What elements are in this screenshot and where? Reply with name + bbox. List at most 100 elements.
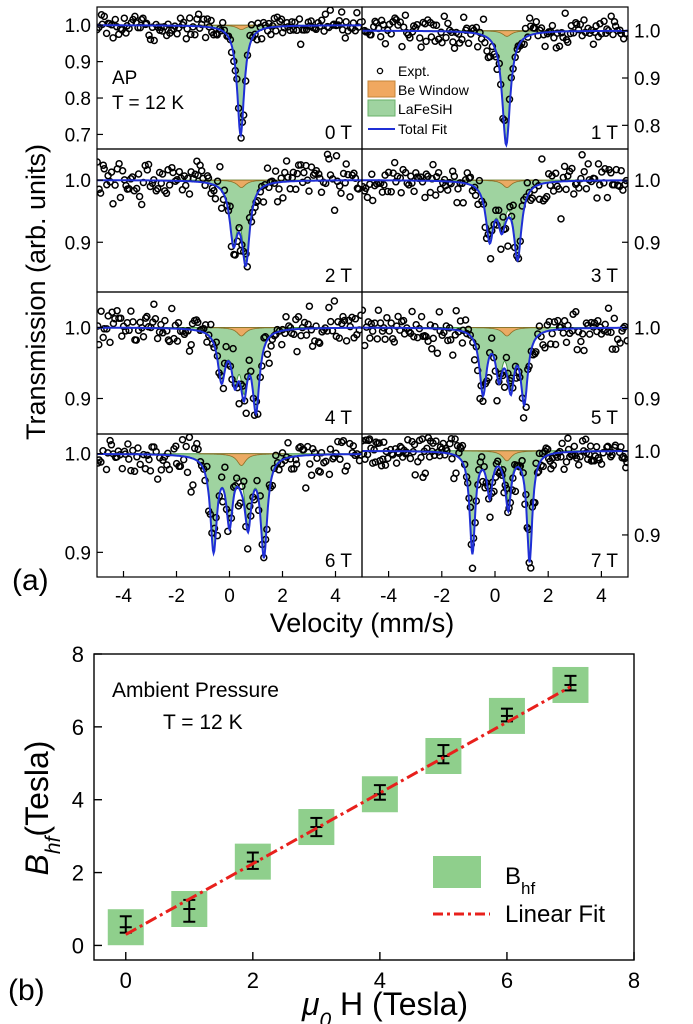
expt-data-point: [150, 36, 158, 45]
expt-data-point: [302, 331, 311, 339]
expt-data-point: [185, 190, 194, 198]
y-tick-label: 0.9: [65, 233, 91, 254]
expt-data-point: [117, 314, 125, 322]
field-label: 7 T: [591, 551, 619, 572]
expt-data-point: [581, 435, 590, 444]
expt-data-point: [411, 471, 419, 479]
spectrum-panel: 0.9 1.0 7 T -4 -2 0 2 4: [361, 433, 660, 607]
expt-data-point: [551, 340, 560, 349]
expt-data-point: [560, 465, 568, 474]
legend-label: Be Window: [398, 82, 470, 98]
expt-data-point: [541, 42, 549, 51]
expt-data-point: [235, 399, 243, 408]
expt-data-point: [102, 29, 111, 38]
expt-data-point: [317, 16, 326, 25]
expt-data-point: [165, 465, 174, 474]
expt-data-point: [272, 27, 280, 35]
expt-data-point: [449, 351, 457, 359]
expt-data-point: [456, 317, 465, 325]
expt-data-point: [106, 178, 114, 186]
expt-data-point: [161, 316, 169, 325]
expt-data-point: [432, 21, 441, 30]
expt-data-point: [157, 23, 165, 31]
expt-data-point: [278, 340, 286, 349]
expt-data-point: [452, 306, 460, 315]
expt-data-point: [523, 179, 532, 187]
expt-data-point: [450, 44, 459, 52]
expt-data-point: [217, 473, 226, 481]
expt-data-point: [330, 297, 339, 305]
expt-data-point: [330, 206, 339, 215]
expt-data-point: [201, 33, 210, 42]
expt-data-point: [446, 336, 455, 344]
expt-data-point: [245, 356, 253, 364]
expt-data-point: [132, 336, 141, 344]
expt-data-point: [325, 303, 333, 312]
legend-bhf-swatch: [433, 856, 481, 888]
expt-data-point: [570, 190, 578, 198]
y-tick-label: 0.9: [65, 53, 91, 74]
expt-data-point: [553, 29, 562, 37]
expt-data-point: [127, 307, 135, 315]
annotation-line: AP: [112, 68, 137, 89]
expt-data-point: [481, 223, 489, 232]
expt-data-point: [335, 182, 344, 190]
x-tick-label: 4: [330, 586, 341, 607]
annotation-line: T = 12 K: [163, 711, 243, 734]
expt-data-point: [543, 192, 551, 201]
expt-data-point: [610, 18, 619, 26]
expt-data-point: [168, 304, 176, 313]
expt-data-point: [384, 454, 392, 463]
expt-data-point: [608, 345, 617, 353]
expt-data-point: [594, 316, 602, 325]
expt-data-point: [229, 344, 237, 353]
legend-label: Linear Fit: [505, 901, 605, 928]
y-tick-label: 1.0: [65, 445, 91, 466]
expt-data-point: [97, 322, 102, 330]
expt-data-point: [164, 20, 172, 28]
expt-data-point: [254, 410, 262, 418]
expt-data-point: [100, 165, 108, 173]
expt-data-point: [560, 162, 569, 171]
expt-data-point: [111, 181, 119, 189]
expt-data-point: [342, 160, 350, 168]
expt-data-point: [412, 169, 420, 177]
expt-data-point: [623, 337, 628, 345]
expt-data-point: [103, 325, 111, 333]
total-fit-line: [97, 179, 362, 268]
expt-data-point: [207, 16, 215, 25]
expt-data-point: [410, 332, 418, 341]
expt-data-point: [337, 438, 346, 447]
expt-data-point: [113, 306, 121, 315]
total-fit-line: [97, 326, 362, 417]
expt-data-point: [390, 158, 399, 167]
expt-data-point: [279, 194, 287, 202]
expt-data-point: [97, 456, 103, 464]
expt-data-point: [578, 330, 587, 338]
spectrum-panel: 0.9 1.0 5 T: [361, 291, 660, 435]
expt-data-point: [282, 157, 291, 165]
expt-data-point: [569, 29, 578, 37]
expt-data-point: [268, 335, 277, 344]
expt-data-point: [292, 460, 301, 468]
y-axis-title-rest: (Tesla): [19, 741, 55, 837]
expt-data-point: [139, 14, 147, 22]
expt-data-point: [429, 21, 438, 29]
y-tick-label: 1.0: [65, 171, 91, 192]
expt-data-point: [593, 194, 601, 202]
expt-data-point: [337, 8, 346, 16]
expt-data-point: [204, 174, 213, 182]
expt-data-point: [326, 7, 335, 14]
expt-data-point: [394, 312, 402, 321]
expt-data-point: [511, 487, 520, 496]
expt-data-point: [375, 439, 383, 447]
expt-data-point: [580, 16, 588, 24]
expt-data-point: [346, 322, 354, 331]
expt-data-point: [362, 436, 370, 444]
expt-data-point: [263, 350, 272, 358]
expt-data-point: [520, 40, 528, 48]
expt-data-point: [607, 169, 615, 177]
expt-data-point: [307, 326, 316, 334]
y-tick-label: 0: [72, 933, 84, 958]
field-label: 3 T: [591, 266, 619, 287]
